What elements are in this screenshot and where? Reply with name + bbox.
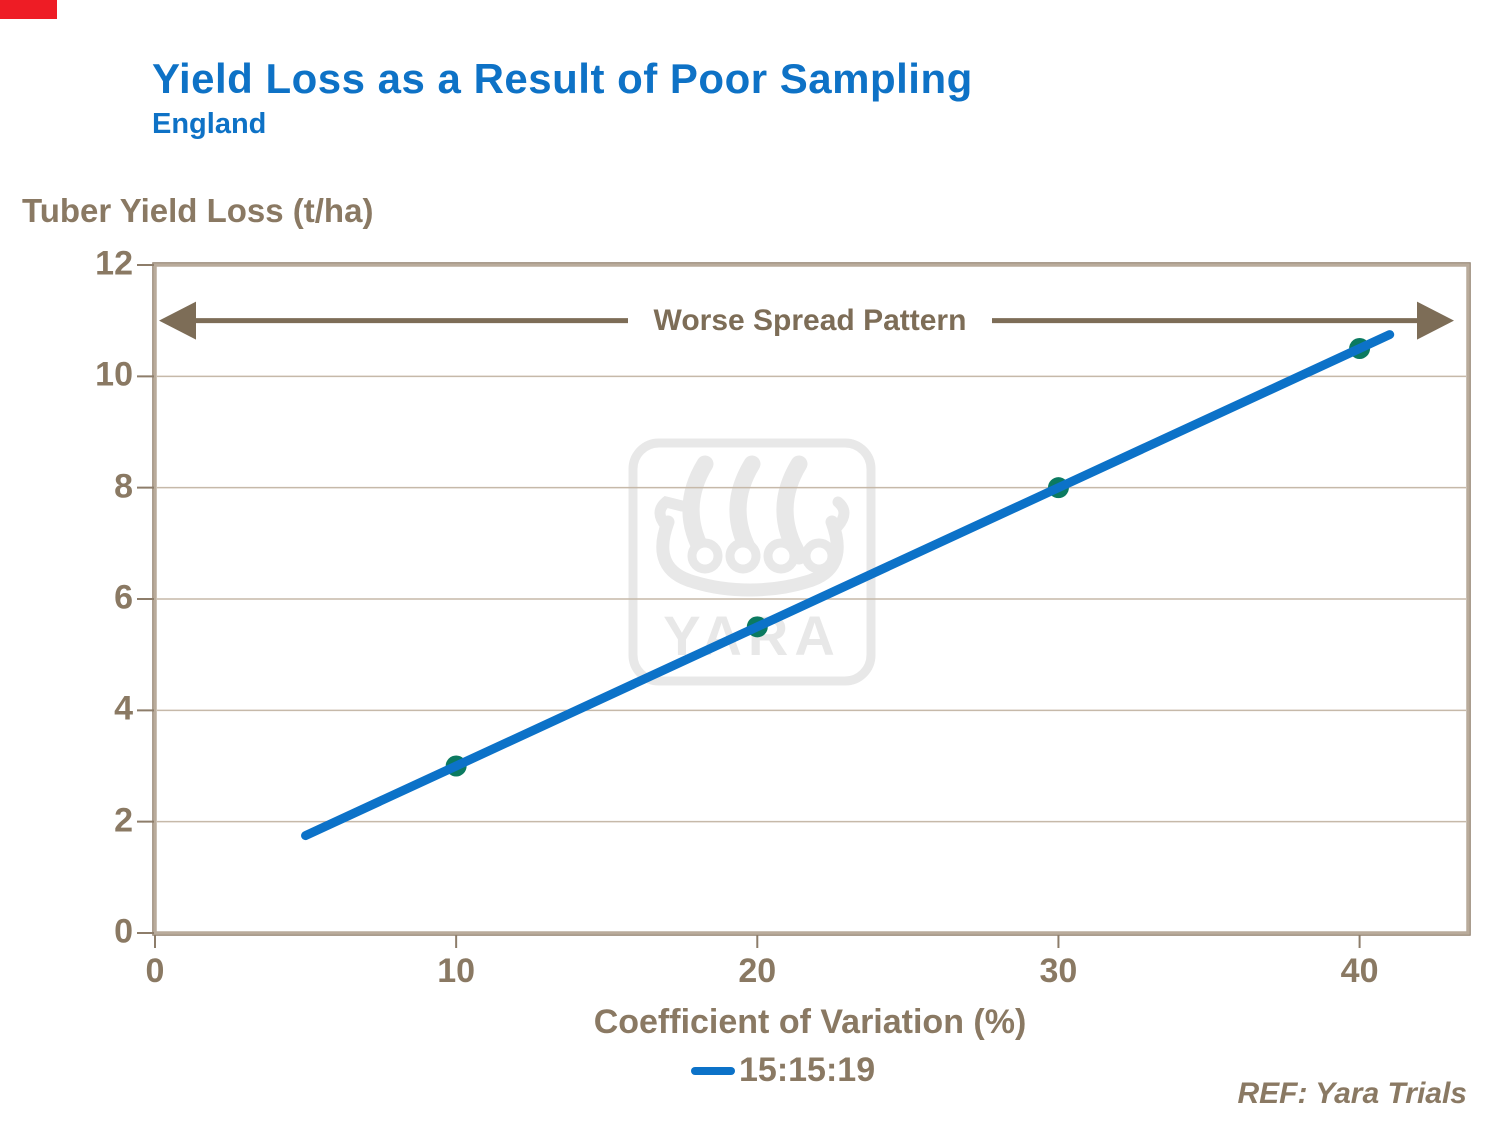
worse-spread-annotation: Worse Spread Pattern <box>639 303 981 338</box>
x-tick-label: 30 <box>1039 952 1078 990</box>
legend: 15:15:19 <box>691 1051 875 1090</box>
x-axis-title: Coefficient of Variation (%) <box>593 1003 1027 1041</box>
legend-line-swatch <box>691 1066 735 1075</box>
y-tick-label: 2 <box>114 801 133 840</box>
x-tick-label: 20 <box>738 952 777 990</box>
red-corner-mark <box>0 0 57 19</box>
x-tick-label: 10 <box>437 952 476 990</box>
y-tick-label: 10 <box>95 356 133 395</box>
chart-subtitle: England <box>152 108 267 140</box>
y-tick-label: 12 <box>95 244 133 283</box>
y-tick-label: 4 <box>114 690 133 729</box>
y-tick-label: 8 <box>114 467 133 506</box>
y-tick-label: 0 <box>114 912 133 951</box>
x-tick-label: 40 <box>1340 952 1379 990</box>
legend-series-label: 15:15:19 <box>739 1051 876 1089</box>
reference-note: REF: Yara Trials <box>1237 1077 1467 1110</box>
chart-title: Yield Loss as a Result of Poor Sampling <box>152 55 973 102</box>
y-axis-title: Tuber Yield Loss (t/ha) <box>22 192 374 229</box>
x-tick-label: 0 <box>145 952 165 990</box>
y-tick-label: 6 <box>114 578 133 617</box>
